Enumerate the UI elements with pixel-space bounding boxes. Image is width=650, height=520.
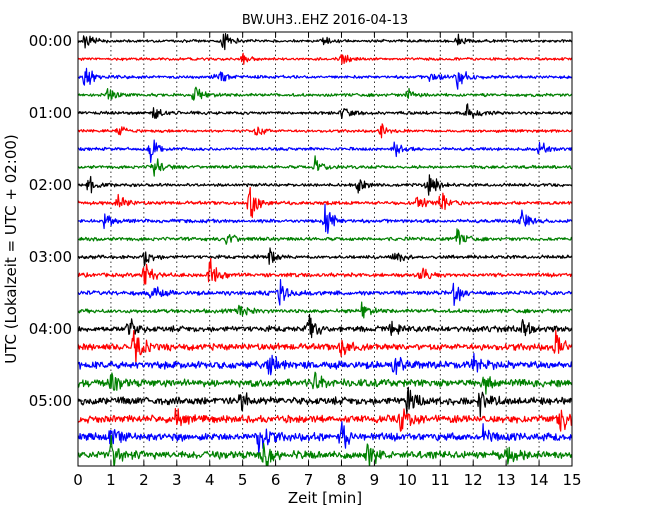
- vertical-grid: [110, 32, 540, 466]
- x-tick-label: 9: [370, 471, 380, 489]
- trace-line-0515: [78, 408, 572, 432]
- trace-line-0030: [78, 67, 572, 90]
- x-tick-label: 13: [497, 471, 516, 489]
- trace-line-0430: [78, 352, 572, 376]
- y-tick-label: 00:00: [29, 32, 72, 50]
- x-tick-label: 8: [337, 471, 347, 489]
- y-tick-label: 05:00: [29, 392, 72, 410]
- trace-line-0300: [78, 247, 572, 267]
- trace-line-0445: [78, 371, 572, 395]
- trace-line-0545: [78, 434, 572, 466]
- trace-line-0215: [78, 186, 572, 218]
- x-tick-label: 1: [106, 471, 116, 489]
- trace-line-0500: [78, 386, 572, 418]
- y-tick-label: 04:00: [29, 320, 72, 338]
- trace-line-0145: [78, 155, 572, 177]
- trace-line-0230: [78, 203, 572, 234]
- chart-title: BW.UH3..EHZ 2016-04-13: [242, 13, 408, 28]
- x-tick-label: 6: [271, 471, 281, 489]
- trace-line-0000: [78, 33, 572, 51]
- trace-line-0345: [78, 301, 572, 319]
- x-axis-label: Zeit [min]: [288, 489, 362, 507]
- x-tick-label: 4: [205, 471, 215, 489]
- trace-line-0245: [78, 228, 572, 245]
- x-tick-label: 5: [238, 471, 248, 489]
- trace-line-0200: [78, 174, 572, 196]
- x-tick-label: 10: [398, 471, 417, 489]
- y-tick-label: 03:00: [29, 248, 72, 266]
- x-tick-label: 7: [304, 471, 314, 489]
- trace-line-0115: [78, 123, 572, 139]
- x-tick-label: 0: [73, 471, 83, 489]
- trace-line-0130: [78, 139, 572, 163]
- x-tick-label: 2: [139, 471, 149, 489]
- trace-line-0045: [78, 86, 572, 101]
- y-tick-label: 01:00: [29, 104, 72, 122]
- trace-line-0315: [78, 257, 572, 285]
- x-tick-label: 15: [562, 471, 581, 489]
- y-tick-label: 02:00: [29, 176, 72, 194]
- plot-frame: [77, 31, 573, 467]
- x-tick-label: 3: [172, 471, 182, 489]
- trace-line-0330: [78, 279, 572, 306]
- y-axis-ticks: 00:00 01:00 02:00 03:00 04:00 05:00: [29, 32, 572, 410]
- x-tick-label: 11: [431, 471, 450, 489]
- trace-line-0415: [78, 329, 572, 365]
- trace-line-0530: [78, 421, 572, 454]
- trace-line-0400: [78, 313, 572, 339]
- y-axis-label: UTC (Lokalzeit = UTC + 02:00): [2, 134, 20, 364]
- x-tick-label: 14: [530, 471, 549, 489]
- x-tick-label: 12: [464, 471, 483, 489]
- trace-line-0100: [78, 103, 572, 119]
- x-axis-ticks: 0 1 2 3 4 5 6 7 8 9 10 11 12 13 14 15: [73, 32, 582, 489]
- trace-line-0015: [78, 52, 572, 65]
- trace-series: [78, 33, 572, 466]
